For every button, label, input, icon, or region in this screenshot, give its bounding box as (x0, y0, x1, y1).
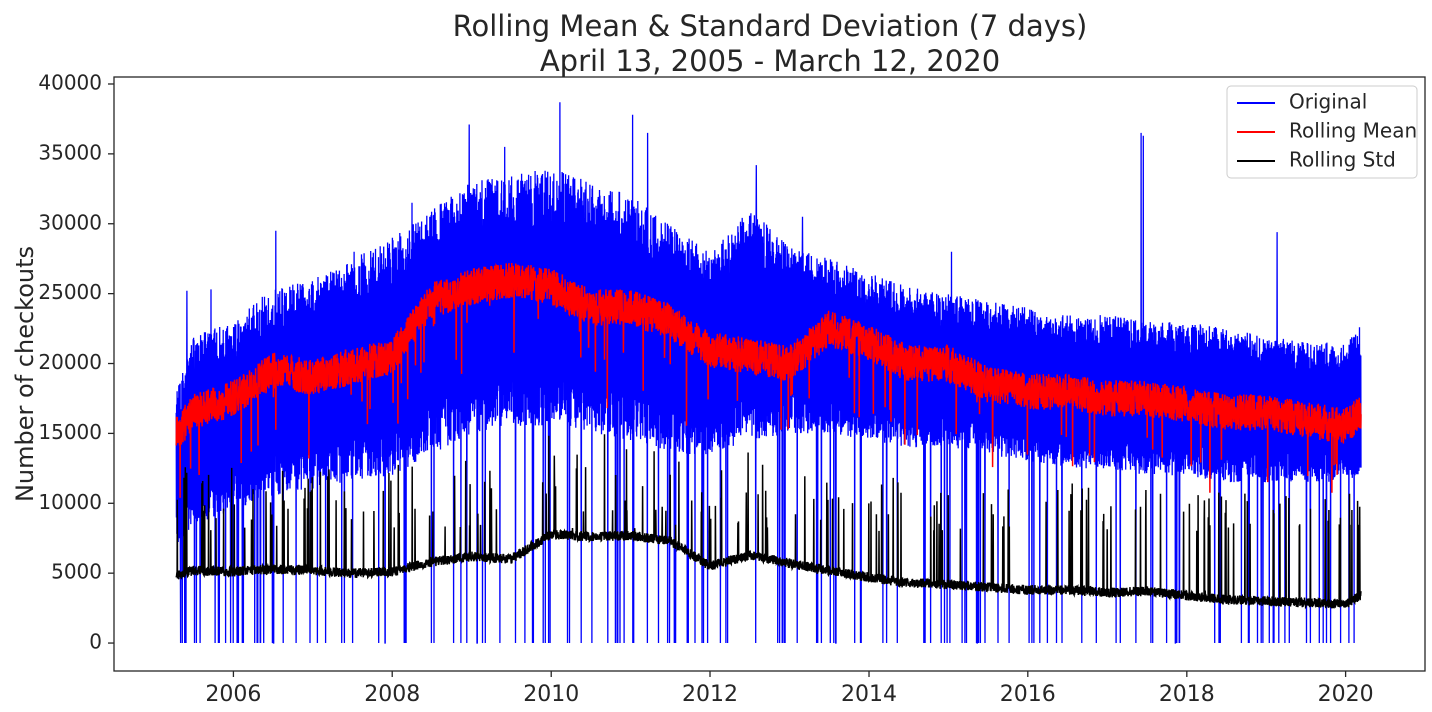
y-tick-label: 30000 (38, 210, 102, 234)
x-tick-label: 2014 (841, 682, 897, 707)
x-tick-label: 2018 (1159, 682, 1215, 707)
y-tick-label: 15000 (38, 420, 102, 444)
y-tick-label: 25000 (38, 280, 102, 304)
chart-title: Rolling Mean & Standard Deviation (7 day… (453, 9, 1088, 43)
x-tick-label: 2006 (205, 682, 261, 707)
y-tick-label: 5000 (51, 560, 102, 584)
legend-box (1226, 85, 1418, 179)
x-tick-label: 2016 (1000, 682, 1056, 707)
legend: Original Rolling Mean Rolling Std (1226, 85, 1418, 179)
series-line-original (175, 102, 1362, 644)
x-axis: 2006 2008 2010 2012 2014 2016 2018 2020 (205, 671, 1374, 707)
series-layer (175, 102, 1362, 644)
legend-label: Rolling Std (1289, 148, 1396, 172)
series-line-rolling-std (175, 434, 1362, 610)
legend-label: Rolling Mean (1289, 119, 1417, 143)
plot-frame (113, 76, 1426, 672)
y-tick-label: 10000 (38, 490, 102, 514)
y-axis: 0 5000 10000 15000 20000 25000 30000 35000 40000 (38, 70, 114, 654)
x-tick-label: 2008 (364, 682, 420, 707)
y-axis-label: Number of checkouts (11, 246, 39, 502)
x-tick-label: 2020 (1318, 682, 1374, 707)
legend-label: Original (1289, 90, 1367, 114)
x-tick-label: 2012 (682, 682, 738, 707)
y-tick-label: 0 (89, 630, 102, 654)
series-line-rolling-mean (175, 262, 1362, 498)
y-tick-label: 20000 (38, 350, 102, 374)
chart-subtitle: April 13, 2005 - March 12, 2020 (540, 44, 1000, 78)
x-tick-label: 2010 (523, 682, 579, 707)
y-tick-label: 40000 (38, 70, 102, 94)
y-tick-label: 35000 (38, 140, 102, 164)
